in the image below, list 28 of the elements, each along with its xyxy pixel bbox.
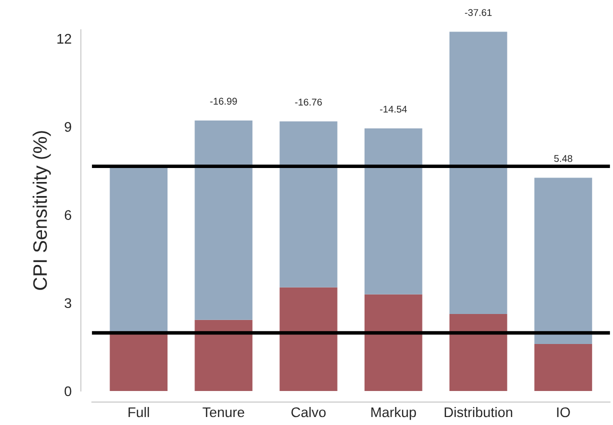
bar [110, 334, 168, 391]
bar [364, 128, 422, 294]
x-tick-label: IO [557, 407, 570, 418]
x-tick-label: Calvo [291, 406, 326, 418]
x-tick-label: Tenure [202, 407, 244, 418]
y-axis-title: CPI Sensitivity (%) [32, 131, 51, 290]
bar [449, 32, 508, 314]
y-tick-label: 9 [64, 122, 72, 132]
bar [449, 314, 508, 391]
annotation: -16.99 [210, 98, 237, 105]
bar [534, 344, 592, 391]
bar [194, 120, 252, 320]
x-tick-label: Distribution [444, 406, 512, 418]
annotation: -16.76 [295, 98, 322, 106]
x-tick-label: Full [128, 406, 149, 418]
y-tick-label: 3 [64, 298, 72, 308]
y-tick-label: 12 [57, 34, 72, 44]
bar [194, 320, 252, 391]
bar [280, 287, 338, 391]
y-tick-label: 0 [64, 386, 72, 396]
annotation: -37.61 [464, 9, 492, 16]
y-tick-label: 6 [64, 210, 72, 220]
bar [280, 121, 338, 288]
bar [364, 294, 422, 391]
annotation: 5.48 [554, 155, 572, 162]
x-tick-label: Markup [371, 406, 416, 420]
annotation: -14.54 [380, 106, 407, 113]
bar [534, 178, 592, 344]
